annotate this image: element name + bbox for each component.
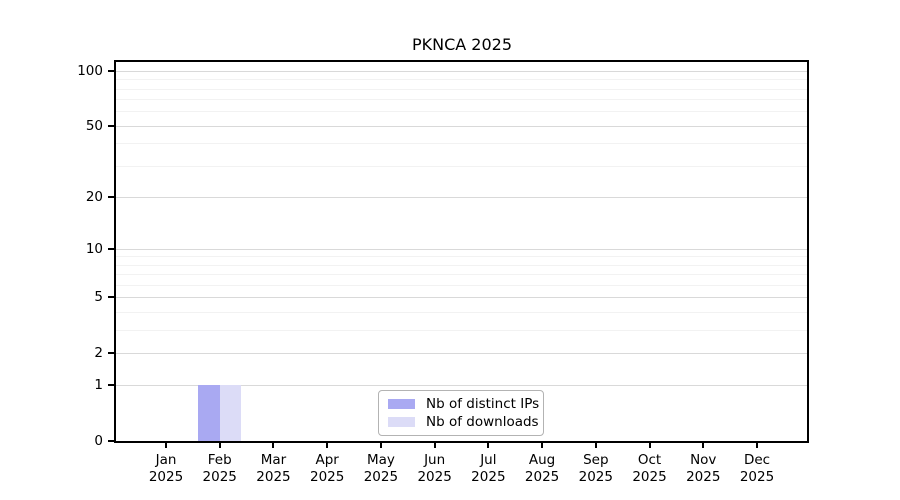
- x-tick-label: Sep 2025: [578, 452, 613, 485]
- x-tick-label: Aug 2025: [524, 452, 560, 485]
- x-tick-label: Nov 2025: [686, 452, 721, 485]
- plot-area: [114, 60, 809, 443]
- x-tick-mark: [756, 443, 758, 448]
- minor-gridline: [116, 165, 807, 167]
- y-tick-mark: [108, 195, 114, 198]
- x-tick-mark: [594, 443, 597, 448]
- y-tick-mark: [108, 384, 114, 387]
- minor-gridline: [116, 99, 807, 101]
- x-tick-mark: [326, 443, 329, 448]
- y-tick-mark: [108, 296, 114, 299]
- x-tick-mark: [702, 443, 705, 448]
- minor-gridline: [116, 264, 807, 266]
- minor-gridline: [116, 88, 807, 90]
- major-gridline: [116, 196, 807, 198]
- y-tick-mark: [108, 440, 114, 442]
- x-tick-mark: [487, 443, 490, 448]
- x-tick-mark: [541, 443, 544, 448]
- y-tick-label: 1: [94, 377, 103, 394]
- y-tick-label: 10: [85, 240, 103, 257]
- major-gridline: [116, 248, 807, 250]
- bar-nb-of-distinct-ips: [198, 385, 220, 441]
- bar-nb-of-downloads: [219, 385, 242, 441]
- x-tick-label: Jan 2025: [148, 452, 184, 485]
- x-tick-mark: [165, 443, 167, 448]
- y-tick-label: 50: [85, 117, 103, 134]
- minor-gridline: [116, 79, 807, 81]
- legend: Nb of distinct IPs Nb of downloads: [378, 390, 544, 436]
- y-tick-label: 0: [94, 433, 103, 449]
- major-gridline: [116, 297, 807, 299]
- x-tick-mark: [272, 443, 275, 448]
- y-tick-label: 2: [94, 344, 103, 361]
- x-tick-mark: [379, 443, 382, 448]
- x-tick-label: Feb 2025: [202, 452, 237, 485]
- x-tick-label: Jul 2025: [471, 452, 506, 485]
- legend-swatch-icon: [388, 399, 415, 409]
- major-gridline: [116, 71, 807, 72]
- legend-label: Nb of downloads: [426, 413, 539, 430]
- y-tick-mark: [108, 351, 114, 354]
- y-tick-label: 20: [85, 188, 103, 205]
- x-tick-mark: [433, 443, 436, 448]
- x-tick-label: Apr 2025: [309, 452, 345, 485]
- y-tick-label: 5: [94, 289, 103, 306]
- x-tick-label: Jun 2025: [417, 452, 452, 485]
- x-tick-mark: [648, 443, 651, 448]
- x-tick-label: Mar 2025: [256, 452, 291, 485]
- legend-label: Nb of distinct IPs: [426, 395, 540, 412]
- legend-item: Nb of distinct IPs: [388, 396, 539, 413]
- minor-gridline: [116, 311, 807, 313]
- x-tick-label: Oct 2025: [632, 452, 667, 485]
- minor-gridline: [116, 143, 807, 145]
- minor-gridline: [116, 284, 807, 286]
- major-gridline: [116, 352, 807, 354]
- minor-gridline: [116, 274, 807, 276]
- major-gridline: [116, 385, 807, 387]
- x-tick-label: May 2025: [363, 452, 399, 485]
- chart-title: PKNCA 2025: [411, 35, 513, 54]
- y-tick-mark: [108, 124, 114, 127]
- minor-gridline: [116, 256, 807, 258]
- legend-swatch-icon: [388, 417, 415, 427]
- y-tick-label: 100: [77, 63, 103, 79]
- major-gridline: [116, 125, 807, 127]
- x-tick-mark: [218, 443, 221, 448]
- y-tick-mark: [108, 70, 114, 72]
- x-tick-label: Dec 2025: [739, 452, 775, 485]
- minor-gridline: [116, 111, 807, 113]
- y-tick-mark: [108, 247, 114, 250]
- minor-gridline: [116, 329, 807, 331]
- legend-item: Nb of downloads: [388, 414, 539, 431]
